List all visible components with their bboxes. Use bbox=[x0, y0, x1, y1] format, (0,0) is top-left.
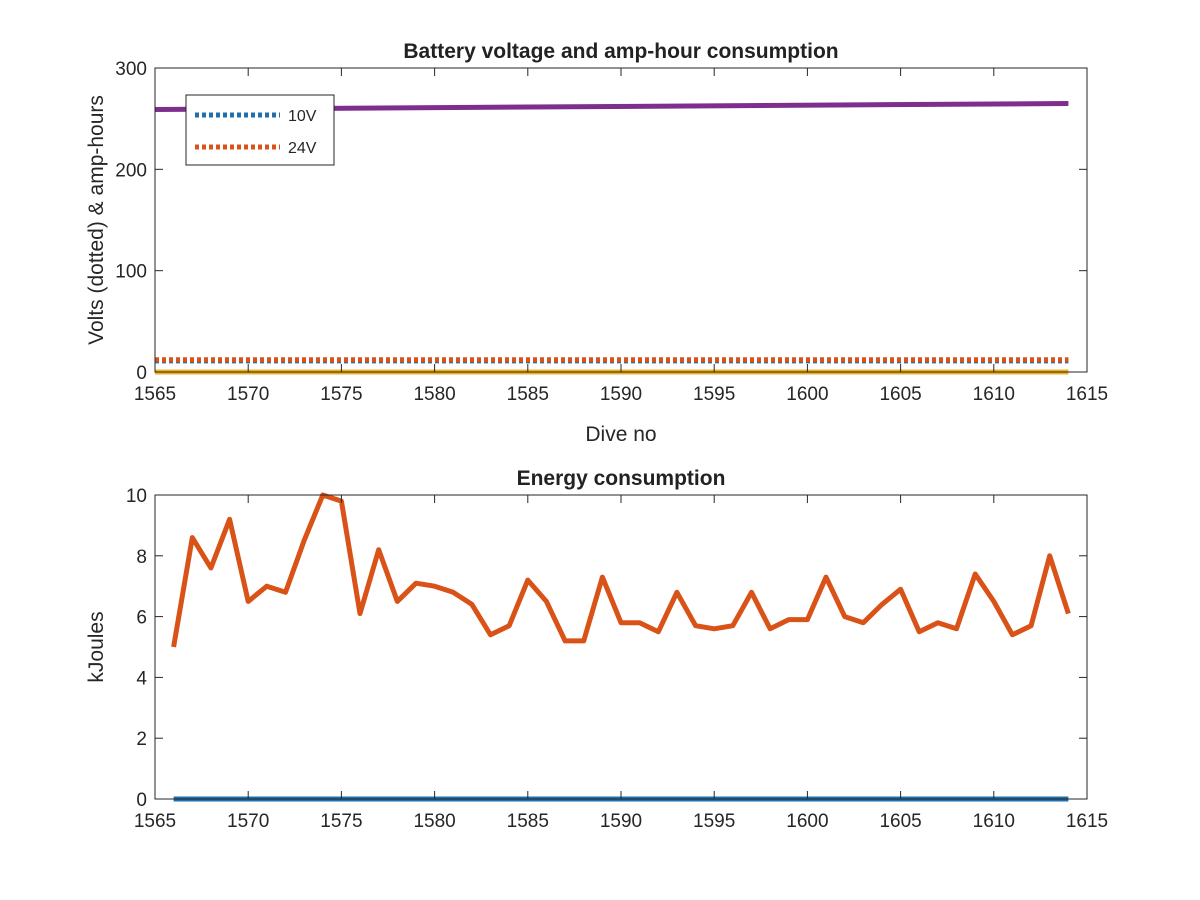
x-tick-label: 1615 bbox=[1066, 384, 1108, 405]
x-tick-label: 1575 bbox=[320, 384, 362, 405]
x-tick-label: 1590 bbox=[600, 384, 642, 405]
x-tick-label: 1605 bbox=[879, 384, 921, 405]
x-tick-label: 1615 bbox=[1066, 811, 1108, 832]
x-tick-label: 1585 bbox=[507, 384, 549, 405]
x-tick-label: 1570 bbox=[227, 384, 269, 405]
energy-chart-panel: 1565 1570 1575 1580 1585 1590 1595 1600 1605 1610… bbox=[85, 467, 1108, 832]
legend-box bbox=[185, 94, 335, 166]
x-tick-label: 1575 bbox=[320, 811, 362, 832]
y-axis-label: kJoules bbox=[85, 611, 108, 682]
legend: 10V 24V bbox=[185, 94, 335, 166]
x-tick-label: 1600 bbox=[786, 811, 828, 832]
y-tick-label: 6 bbox=[136, 608, 147, 629]
x-tick-label: 1605 bbox=[879, 811, 921, 832]
y-tick-label: 300 bbox=[115, 59, 147, 80]
y-tick-label: 4 bbox=[136, 668, 147, 689]
x-tick-label: 1580 bbox=[413, 384, 455, 405]
y-tick-label: 0 bbox=[136, 363, 147, 384]
x-tick-label: 1565 bbox=[134, 811, 176, 832]
x-tick-label: 1570 bbox=[227, 811, 269, 832]
y-tick-label: 8 bbox=[136, 547, 147, 568]
x-tick-label: 1610 bbox=[973, 384, 1015, 405]
x-axis-label: Dive no bbox=[585, 423, 656, 446]
y-tick-label: 2 bbox=[136, 729, 147, 750]
x-tick-label: 1585 bbox=[507, 811, 549, 832]
x-tick-label: 1595 bbox=[693, 811, 735, 832]
y-tick-label: 100 bbox=[115, 262, 147, 283]
chart-title: Energy consumption bbox=[517, 467, 726, 490]
chart-title: Battery voltage and amp-hour consumption bbox=[403, 40, 838, 63]
legend-label-24v: 24V bbox=[288, 140, 317, 157]
y-tick-label: 0 bbox=[136, 790, 147, 811]
x-tick-label: 1580 bbox=[413, 811, 455, 832]
y-axis-label: Volts (dotted) & amp-hours bbox=[85, 95, 108, 345]
battery-chart-panel: 1565 1570 1575 1580 1585 1590 1595 1600 1605 1610… bbox=[85, 40, 1108, 446]
legend-label-10v: 10V bbox=[288, 108, 317, 125]
y-tick-label: 10 bbox=[126, 486, 147, 507]
x-tick-label: 1590 bbox=[600, 811, 642, 832]
x-tick-label: 1600 bbox=[786, 384, 828, 405]
x-tick-label: 1595 bbox=[693, 384, 735, 405]
y-tick-label: 200 bbox=[115, 160, 147, 181]
x-tick-label: 1565 bbox=[134, 384, 176, 405]
plot-area bbox=[155, 495, 1087, 799]
x-tick-label: 1610 bbox=[973, 811, 1015, 832]
